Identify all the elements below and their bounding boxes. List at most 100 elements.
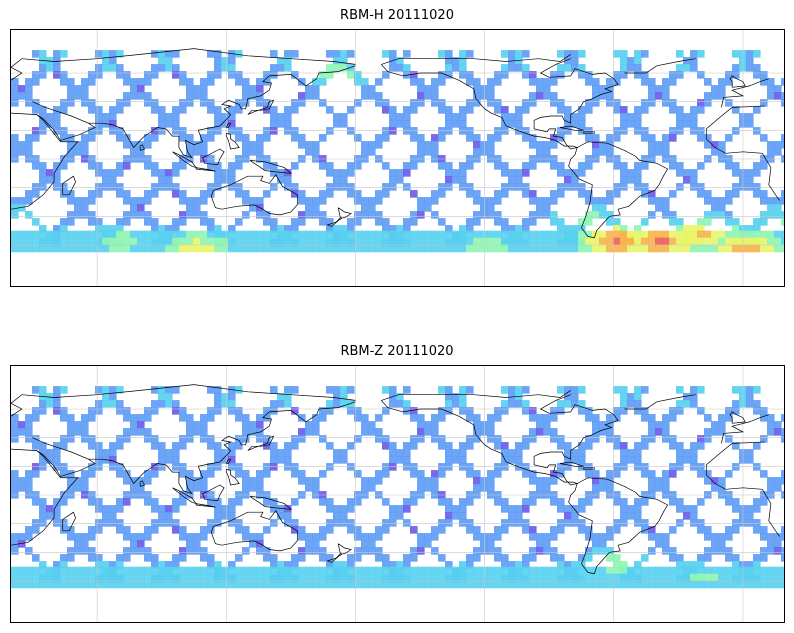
swath-cell xyxy=(396,400,404,408)
swath-cell xyxy=(25,477,33,485)
swath-cell xyxy=(340,449,348,457)
swath-cell xyxy=(592,566,600,575)
swath-cell xyxy=(732,561,740,569)
coastline xyxy=(32,101,96,141)
swath-cell xyxy=(123,71,131,79)
swath-cell xyxy=(732,386,740,394)
swath-cell xyxy=(403,183,411,191)
swath-cell xyxy=(298,78,306,86)
swath-cell xyxy=(186,230,194,239)
swath-cell xyxy=(571,57,579,65)
swath-cell xyxy=(193,477,201,485)
swath-cell xyxy=(25,78,33,86)
swath-cell xyxy=(571,50,579,58)
swath-cell xyxy=(606,218,614,226)
swath-cell xyxy=(67,190,75,198)
swath-cell xyxy=(438,71,446,79)
swath-cell xyxy=(340,566,348,575)
swath-cell xyxy=(382,50,390,58)
swath-cell xyxy=(193,533,201,541)
swath-cell xyxy=(228,463,236,471)
swath-cell xyxy=(466,442,474,450)
swath-cell xyxy=(711,237,719,246)
swath-cell xyxy=(571,64,579,72)
swath-cell xyxy=(711,573,719,582)
swath-cell xyxy=(718,484,726,492)
swath-cell xyxy=(669,435,677,443)
swath-cell xyxy=(277,57,285,65)
swath-cell xyxy=(207,71,215,79)
swath-cell xyxy=(368,92,376,100)
coastline xyxy=(381,58,619,150)
swath-cell xyxy=(410,78,418,86)
swath-cell xyxy=(312,85,320,93)
swath-cell xyxy=(228,573,236,582)
swath-cell xyxy=(648,526,656,534)
swath-cell xyxy=(242,428,250,436)
swath-cell xyxy=(53,561,61,569)
swath-cell xyxy=(312,573,320,582)
swath-cell xyxy=(277,393,285,401)
swath-cell xyxy=(305,237,313,246)
swath-cell xyxy=(137,85,145,93)
swath-cell xyxy=(382,435,390,443)
swath-cell xyxy=(774,580,782,589)
swath-cell xyxy=(228,561,236,569)
swath-cell xyxy=(627,230,635,239)
swath-cell xyxy=(158,64,166,72)
swath-cell xyxy=(284,176,292,184)
swath-cell xyxy=(760,244,768,253)
swath-cell xyxy=(186,204,194,212)
swath-cell xyxy=(494,463,502,471)
swath-cell xyxy=(578,64,586,72)
swath-cell xyxy=(683,456,691,464)
swath-cell xyxy=(613,580,621,589)
swath-cell xyxy=(158,580,166,589)
swath-cell xyxy=(627,512,635,520)
swath-cell xyxy=(732,554,740,562)
swath-cell xyxy=(130,78,138,86)
swath-cell xyxy=(81,421,89,429)
swath-cell xyxy=(382,386,390,394)
swath-cell xyxy=(249,244,257,253)
swath-cell xyxy=(291,554,299,562)
swath-cell xyxy=(760,580,768,589)
swath-cell xyxy=(585,211,593,219)
swath-cell xyxy=(193,566,201,575)
swath-cell xyxy=(641,237,649,246)
swath-cell xyxy=(543,92,551,100)
swath-cell xyxy=(585,244,593,253)
swath-cell xyxy=(200,230,208,239)
swath-cell xyxy=(102,505,110,513)
swath-cell xyxy=(403,127,411,135)
swath-cell xyxy=(347,407,355,415)
coastline xyxy=(195,167,216,172)
swath-cell xyxy=(592,421,600,429)
swath-cell xyxy=(144,533,152,541)
swath-cell xyxy=(746,386,754,394)
swath-cell xyxy=(102,64,110,72)
swath-cell xyxy=(473,421,481,429)
swath-cell xyxy=(711,230,719,239)
swath-cell xyxy=(368,141,376,149)
swath-cell xyxy=(298,244,306,253)
swath-cell xyxy=(662,92,670,100)
swath-cell xyxy=(473,78,481,86)
swath-cell xyxy=(774,533,782,541)
swath-cell xyxy=(235,519,243,527)
swath-cell xyxy=(494,244,502,253)
swath-cell xyxy=(319,533,327,541)
swath-cell xyxy=(704,580,712,589)
swath-cell xyxy=(753,442,761,450)
swath-cell xyxy=(655,573,663,582)
swath-cell xyxy=(319,162,327,170)
swath-cell xyxy=(39,120,47,128)
swath-cell xyxy=(53,519,61,527)
swath-cell xyxy=(641,498,649,506)
swath-cell xyxy=(536,428,544,436)
swath-cell xyxy=(697,554,705,562)
swath-cell xyxy=(263,414,271,422)
swath-cell xyxy=(333,64,341,72)
swath-cell xyxy=(18,421,26,429)
swath-cell xyxy=(67,435,75,443)
